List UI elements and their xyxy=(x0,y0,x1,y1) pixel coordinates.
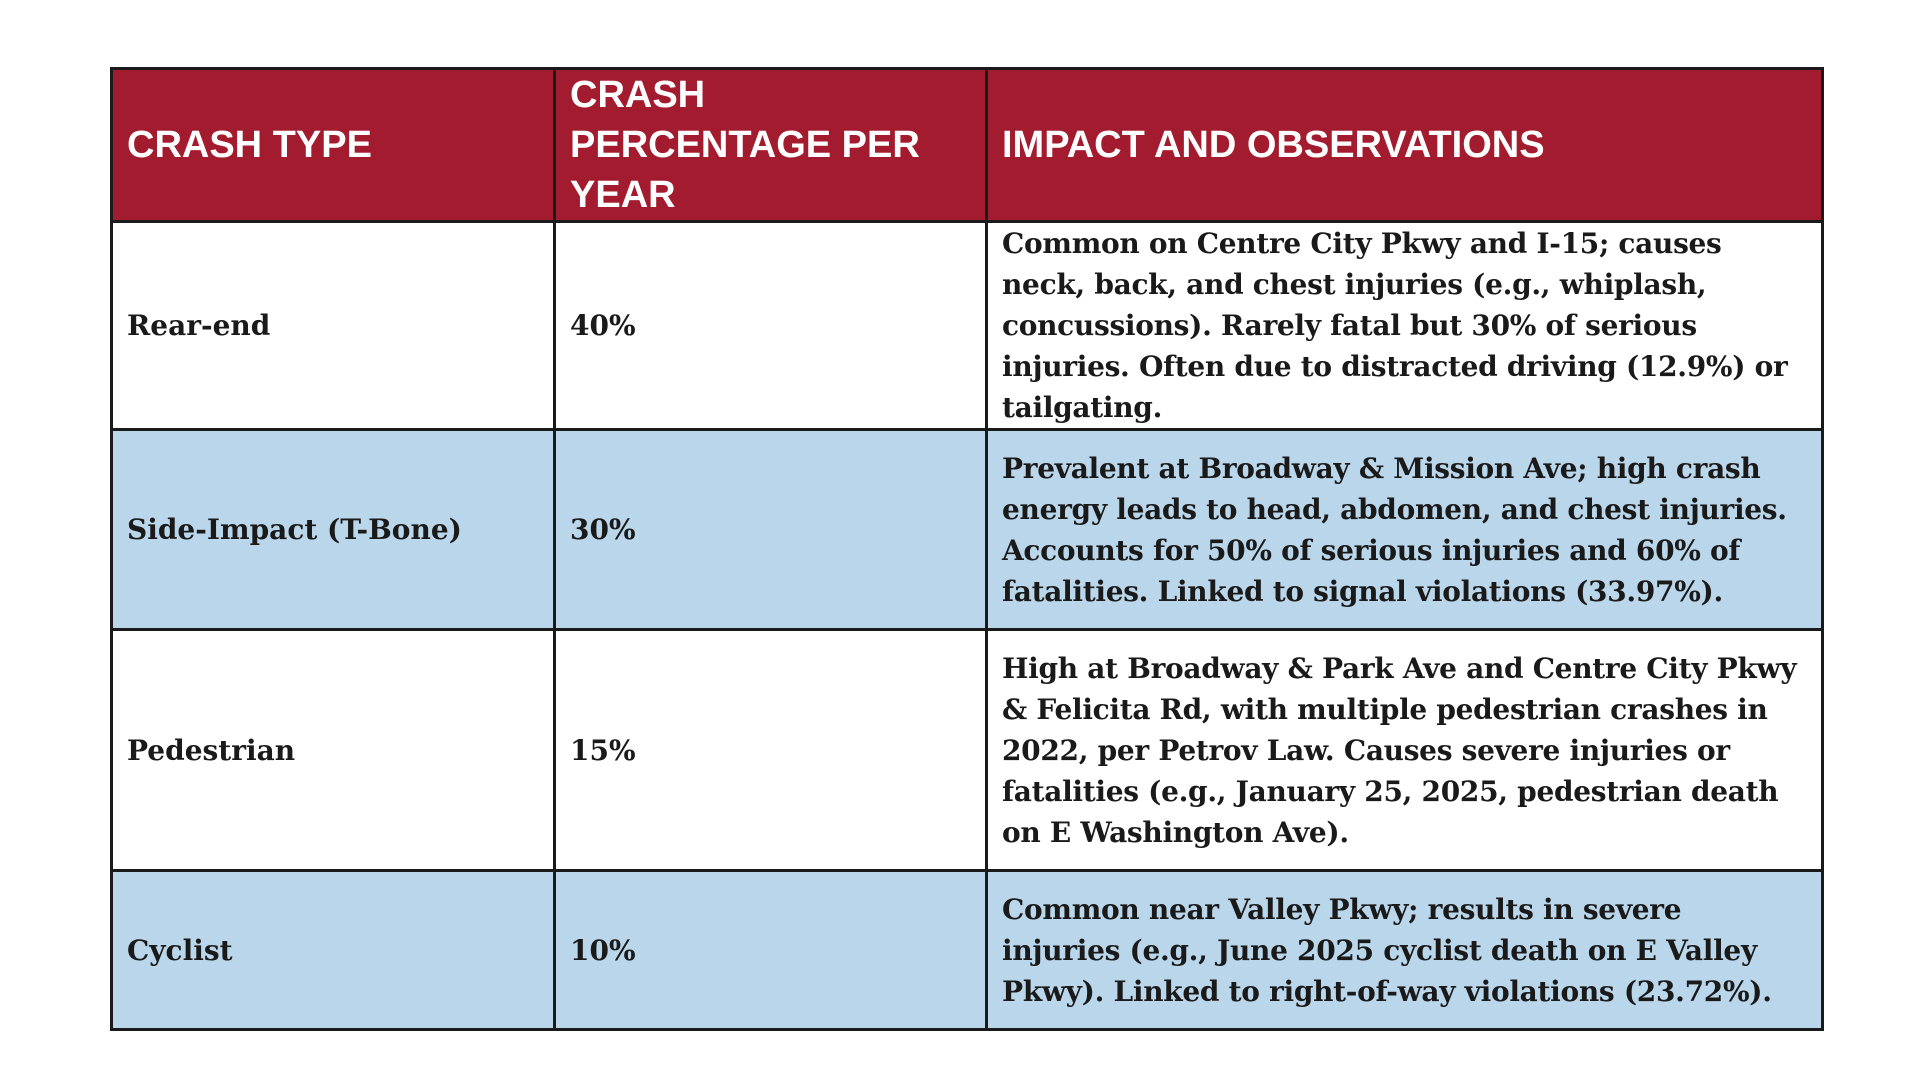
table-header-row: CRASH TYPE CRASH PERCENTAGE PER YEAR IMP… xyxy=(110,67,1824,223)
cell-crash-type: Rear-end xyxy=(110,220,556,431)
header-impact-observations: IMPACT AND OBSERVATIONS xyxy=(985,67,1824,223)
cell-impact: Common near Valley Pkwy; results in seve… xyxy=(985,869,1824,1031)
table-row: Cyclist 10% Common near Valley Pkwy; res… xyxy=(110,869,1824,1031)
cell-percentage: 10% xyxy=(553,869,988,1031)
cell-impact: High at Broadway & Park Ave and Centre C… xyxy=(985,628,1824,872)
header-crash-percentage: CRASH PERCENTAGE PER YEAR xyxy=(553,67,988,223)
cell-percentage: 15% xyxy=(553,628,988,872)
cell-impact: Prevalent at Broadway & Mission Ave; hig… xyxy=(985,428,1824,631)
header-crash-type: CRASH TYPE xyxy=(110,67,556,223)
cell-percentage: 40% xyxy=(553,220,988,431)
cell-impact: Common on Centre City Pkwy and I-15; cau… xyxy=(985,220,1824,431)
crash-type-table: CRASH TYPE CRASH PERCENTAGE PER YEAR IMP… xyxy=(110,67,1824,1031)
table-row: Rear-end 40% Common on Centre City Pkwy … xyxy=(110,220,1824,431)
table-row: Side-Impact (T-Bone) 30% Prevalent at Br… xyxy=(110,428,1824,631)
cell-crash-type: Pedestrian xyxy=(110,628,556,872)
cell-percentage: 30% xyxy=(553,428,988,631)
cell-crash-type: Cyclist xyxy=(110,869,556,1031)
table-row: Pedestrian 15% High at Broadway & Park A… xyxy=(110,628,1824,872)
cell-crash-type: Side-Impact (T-Bone) xyxy=(110,428,556,631)
